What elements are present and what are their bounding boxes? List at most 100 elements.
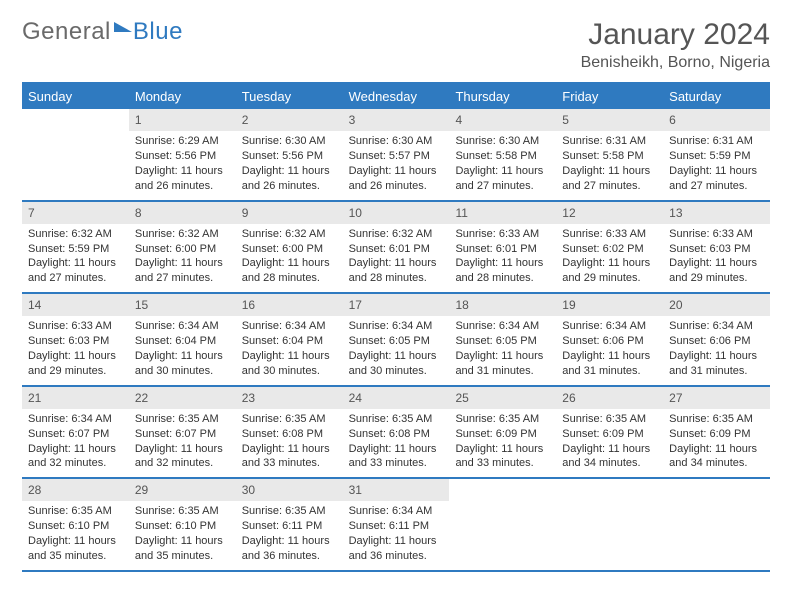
daylight-text: Daylight: 11 hours and 35 minutes. [28, 534, 123, 564]
day-body: Sunrise: 6:30 AMSunset: 5:58 PMDaylight:… [449, 131, 556, 199]
sunrise-text: Sunrise: 6:32 AM [349, 227, 444, 242]
day-body: Sunrise: 6:29 AMSunset: 5:56 PMDaylight:… [129, 131, 236, 199]
daylight-text: Daylight: 11 hours and 26 minutes. [242, 164, 337, 194]
day-cell: 26Sunrise: 6:35 AMSunset: 6:09 PMDayligh… [556, 387, 663, 478]
daylight-text: Daylight: 11 hours and 27 minutes. [562, 164, 657, 194]
week-row: 14Sunrise: 6:33 AMSunset: 6:03 PMDayligh… [22, 294, 770, 387]
daylight-text: Daylight: 11 hours and 34 minutes. [562, 442, 657, 472]
day-number: 25 [449, 387, 556, 409]
dow-sunday: Sunday [22, 84, 129, 109]
day-body: Sunrise: 6:33 AMSunset: 6:03 PMDaylight:… [22, 316, 129, 384]
brand-logo: GeneralBlue [22, 18, 183, 46]
day-number: 30 [236, 479, 343, 501]
day-number: 20 [663, 294, 770, 316]
sunset-text: Sunset: 6:11 PM [349, 519, 444, 534]
day-cell: 28Sunrise: 6:35 AMSunset: 6:10 PMDayligh… [22, 479, 129, 570]
day-body: Sunrise: 6:35 AMSunset: 6:09 PMDaylight:… [449, 409, 556, 477]
day-cell: 5Sunrise: 6:31 AMSunset: 5:58 PMDaylight… [556, 109, 663, 200]
logo-triangle-icon [114, 22, 132, 32]
day-cell: 11Sunrise: 6:33 AMSunset: 6:01 PMDayligh… [449, 202, 556, 293]
day-body: Sunrise: 6:34 AMSunset: 6:06 PMDaylight:… [663, 316, 770, 384]
day-body: Sunrise: 6:34 AMSunset: 6:11 PMDaylight:… [343, 501, 450, 569]
day-number: 18 [449, 294, 556, 316]
day-number: 27 [663, 387, 770, 409]
sunset-text: Sunset: 6:11 PM [242, 519, 337, 534]
day-cell: 20Sunrise: 6:34 AMSunset: 6:06 PMDayligh… [663, 294, 770, 385]
sunrise-text: Sunrise: 6:35 AM [562, 412, 657, 427]
day-body: Sunrise: 6:34 AMSunset: 6:06 PMDaylight:… [556, 316, 663, 384]
day-body: Sunrise: 6:34 AMSunset: 6:07 PMDaylight:… [22, 409, 129, 477]
day-body: Sunrise: 6:32 AMSunset: 6:01 PMDaylight:… [343, 224, 450, 292]
sunrise-text: Sunrise: 6:32 AM [135, 227, 230, 242]
week-row: 7Sunrise: 6:32 AMSunset: 5:59 PMDaylight… [22, 202, 770, 295]
sunset-text: Sunset: 5:58 PM [562, 149, 657, 164]
day-cell: 19Sunrise: 6:34 AMSunset: 6:06 PMDayligh… [556, 294, 663, 385]
daylight-text: Daylight: 11 hours and 30 minutes. [349, 349, 444, 379]
day-body: Sunrise: 6:30 AMSunset: 5:56 PMDaylight:… [236, 131, 343, 199]
sunset-text: Sunset: 6:05 PM [349, 334, 444, 349]
daylight-text: Daylight: 11 hours and 32 minutes. [28, 442, 123, 472]
sunrise-text: Sunrise: 6:34 AM [455, 319, 550, 334]
day-cell: 10Sunrise: 6:32 AMSunset: 6:01 PMDayligh… [343, 202, 450, 293]
daylight-text: Daylight: 11 hours and 30 minutes. [242, 349, 337, 379]
sunrise-text: Sunrise: 6:34 AM [349, 504, 444, 519]
day-number: 2 [236, 109, 343, 131]
day-number: 7 [22, 202, 129, 224]
day-cell: 14Sunrise: 6:33 AMSunset: 6:03 PMDayligh… [22, 294, 129, 385]
day-cell: 27Sunrise: 6:35 AMSunset: 6:09 PMDayligh… [663, 387, 770, 478]
sunset-text: Sunset: 6:04 PM [242, 334, 337, 349]
sunrise-text: Sunrise: 6:35 AM [135, 412, 230, 427]
daylight-text: Daylight: 11 hours and 36 minutes. [349, 534, 444, 564]
day-number: 17 [343, 294, 450, 316]
brand-part2: Blue [133, 18, 183, 46]
sunrise-text: Sunrise: 6:34 AM [562, 319, 657, 334]
day-number: 8 [129, 202, 236, 224]
day-number: 5 [556, 109, 663, 131]
day-cell: 21Sunrise: 6:34 AMSunset: 6:07 PMDayligh… [22, 387, 129, 478]
day-cell: 17Sunrise: 6:34 AMSunset: 6:05 PMDayligh… [343, 294, 450, 385]
daylight-text: Daylight: 11 hours and 33 minutes. [349, 442, 444, 472]
sunrise-text: Sunrise: 6:35 AM [242, 504, 337, 519]
day-cell: 7Sunrise: 6:32 AMSunset: 5:59 PMDaylight… [22, 202, 129, 293]
daylight-text: Daylight: 11 hours and 31 minutes. [455, 349, 550, 379]
sunset-text: Sunset: 6:08 PM [242, 427, 337, 442]
day-body: Sunrise: 6:32 AMSunset: 5:59 PMDaylight:… [22, 224, 129, 292]
day-of-week-row: Sunday Monday Tuesday Wednesday Thursday… [22, 84, 770, 109]
sunrise-text: Sunrise: 6:34 AM [669, 319, 764, 334]
header: GeneralBlue January 2024 Benisheikh, Bor… [22, 18, 770, 72]
daylight-text: Daylight: 11 hours and 36 minutes. [242, 534, 337, 564]
day-body: Sunrise: 6:35 AMSunset: 6:08 PMDaylight:… [236, 409, 343, 477]
sunrise-text: Sunrise: 6:35 AM [242, 412, 337, 427]
dow-monday: Monday [129, 84, 236, 109]
day-cell: 16Sunrise: 6:34 AMSunset: 6:04 PMDayligh… [236, 294, 343, 385]
sunrise-text: Sunrise: 6:30 AM [349, 134, 444, 149]
sunset-text: Sunset: 6:10 PM [135, 519, 230, 534]
day-cell: 15Sunrise: 6:34 AMSunset: 6:04 PMDayligh… [129, 294, 236, 385]
day-body: Sunrise: 6:31 AMSunset: 5:59 PMDaylight:… [663, 131, 770, 199]
day-cell: 29Sunrise: 6:35 AMSunset: 6:10 PMDayligh… [129, 479, 236, 570]
day-cell [663, 479, 770, 570]
daylight-text: Daylight: 11 hours and 30 minutes. [135, 349, 230, 379]
daylight-text: Daylight: 11 hours and 28 minutes. [242, 256, 337, 286]
day-cell: 2Sunrise: 6:30 AMSunset: 5:56 PMDaylight… [236, 109, 343, 200]
day-body: Sunrise: 6:35 AMSunset: 6:09 PMDaylight:… [556, 409, 663, 477]
day-cell: 8Sunrise: 6:32 AMSunset: 6:00 PMDaylight… [129, 202, 236, 293]
sunrise-text: Sunrise: 6:30 AM [455, 134, 550, 149]
sunset-text: Sunset: 6:10 PM [28, 519, 123, 534]
day-number: 12 [556, 202, 663, 224]
sunset-text: Sunset: 6:00 PM [135, 242, 230, 257]
sunrise-text: Sunrise: 6:31 AM [669, 134, 764, 149]
sunset-text: Sunset: 5:56 PM [242, 149, 337, 164]
daylight-text: Daylight: 11 hours and 28 minutes. [455, 256, 550, 286]
day-cell: 3Sunrise: 6:30 AMSunset: 5:57 PMDaylight… [343, 109, 450, 200]
sunset-text: Sunset: 6:07 PM [135, 427, 230, 442]
sunset-text: Sunset: 6:09 PM [669, 427, 764, 442]
day-number: 14 [22, 294, 129, 316]
day-body: Sunrise: 6:34 AMSunset: 6:05 PMDaylight:… [449, 316, 556, 384]
daylight-text: Daylight: 11 hours and 28 minutes. [349, 256, 444, 286]
sunset-text: Sunset: 5:57 PM [349, 149, 444, 164]
daylight-text: Daylight: 11 hours and 29 minutes. [669, 256, 764, 286]
calendar-grid: Sunday Monday Tuesday Wednesday Thursday… [22, 82, 770, 572]
daylight-text: Daylight: 11 hours and 33 minutes. [455, 442, 550, 472]
daylight-text: Daylight: 11 hours and 34 minutes. [669, 442, 764, 472]
